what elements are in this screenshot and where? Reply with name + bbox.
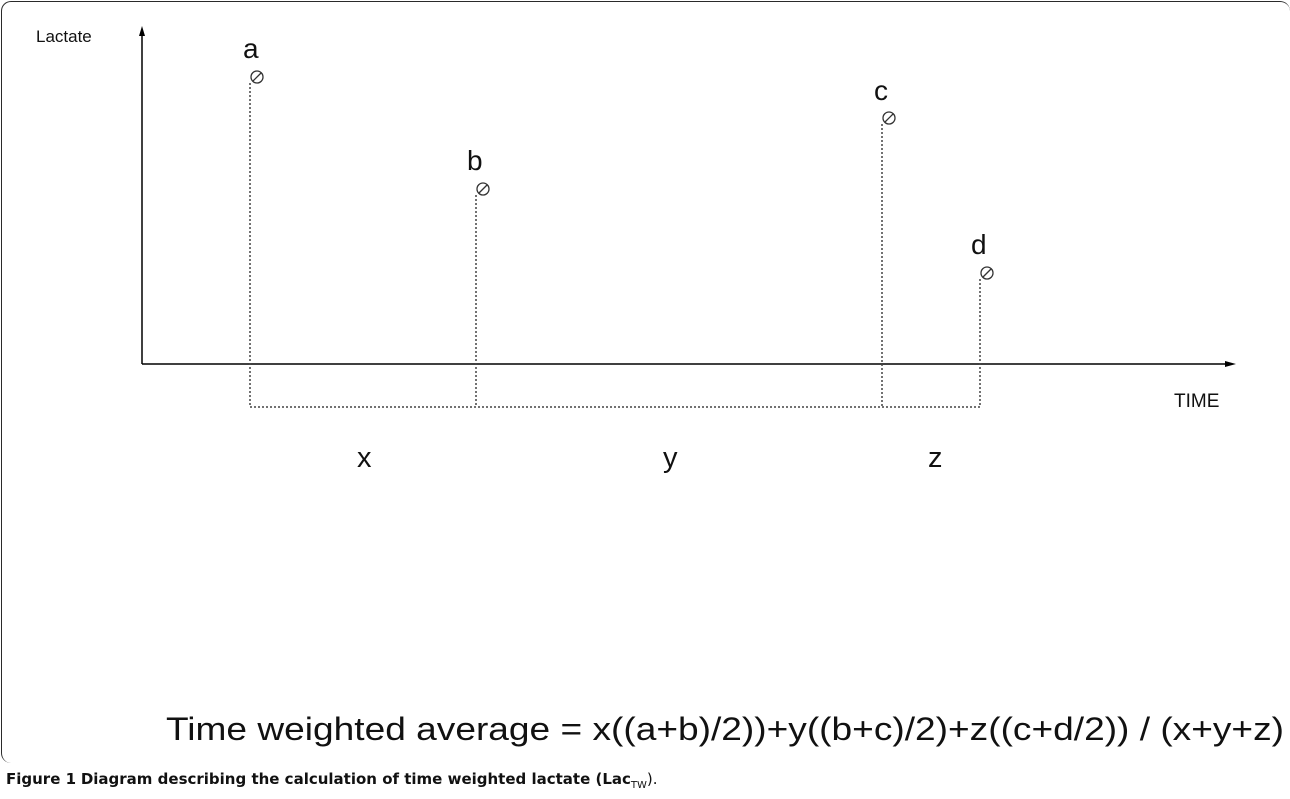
x-axis-arrow bbox=[1225, 361, 1236, 367]
point-label-b: b bbox=[467, 145, 483, 176]
y-axis-arrow bbox=[139, 26, 145, 36]
interval-label-y: y bbox=[663, 442, 678, 474]
figure-label: Figure 1 bbox=[6, 770, 77, 788]
point-marker-a bbox=[250, 70, 264, 84]
point-marker-b bbox=[476, 182, 490, 196]
caption-text: Diagram describing the calculation of ti… bbox=[80, 770, 631, 788]
point-label-a: a bbox=[243, 33, 259, 64]
point-marker-c bbox=[882, 111, 896, 125]
formula-text: Time weighted average = x((a+b)/2))+y((b… bbox=[166, 711, 1284, 747]
caption-subscript: TW bbox=[630, 780, 647, 791]
figure-frame bbox=[1, 1, 1290, 763]
point-label-c: c bbox=[874, 75, 888, 106]
interval-label-x: x bbox=[357, 442, 372, 474]
figure-caption: Figure 1 Diagram describing the calculat… bbox=[6, 770, 658, 791]
interval-label-z: z bbox=[928, 442, 943, 474]
point-marker-d bbox=[980, 266, 994, 280]
x-axis-label: TIME bbox=[1174, 391, 1219, 412]
y-axis-label: Lactate bbox=[36, 27, 92, 46]
lactate-diagram: Lactate TIME a b c d bbox=[36, 26, 1284, 747]
point-label-d: d bbox=[971, 229, 987, 260]
caption-suffix: ). bbox=[646, 770, 658, 788]
